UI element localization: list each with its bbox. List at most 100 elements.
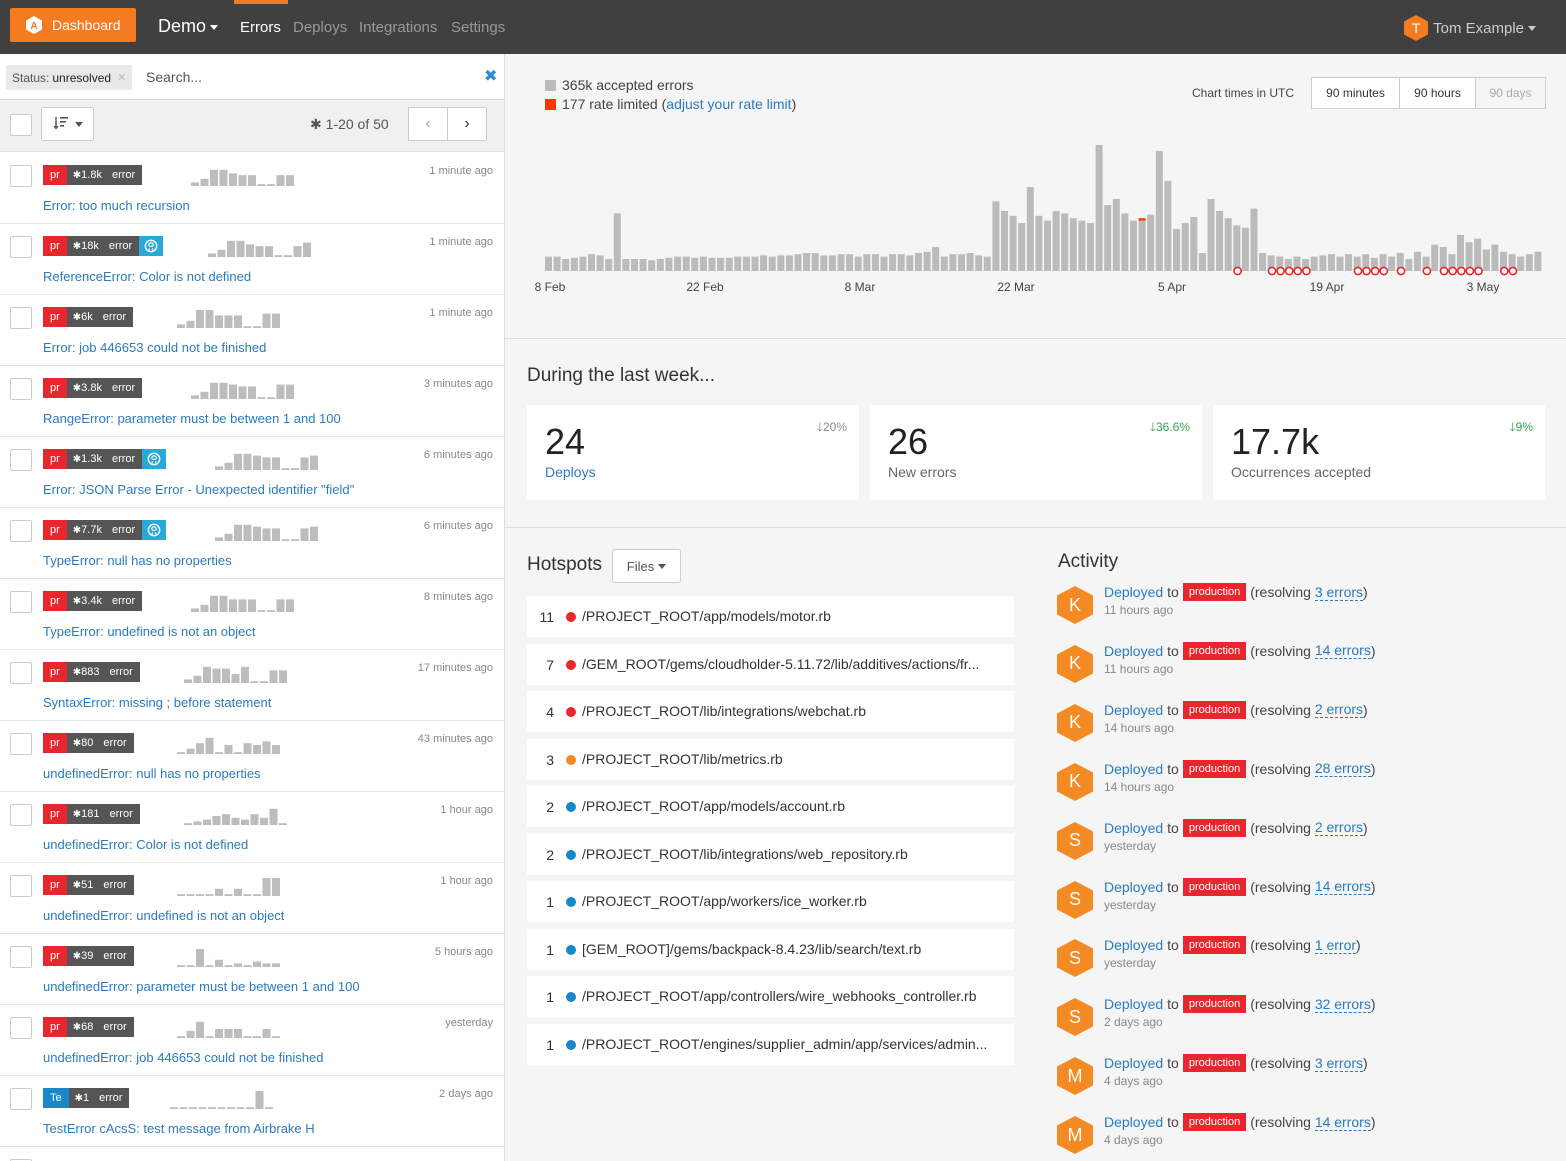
- error-row[interactable]: pr ✱ 51 error 1 hour ago undefinedError: und…: [0, 863, 504, 934]
- hotspot-row[interactable]: 7/GEM_ROOT/gems/cloudholder-5.11.72/lib/…: [527, 643, 1014, 685]
- row-checkbox[interactable]: [10, 662, 32, 684]
- resolved-errors-link[interactable]: 2 errors: [1314, 701, 1364, 719]
- error-row[interactable]: pr ✱ 3.8k error 3 minutes ago RangeError: pa…: [0, 366, 504, 437]
- error-message-link[interactable]: undefinedError: null has no properties: [43, 766, 261, 781]
- error-message-link[interactable]: Error: too much recursion: [43, 198, 190, 213]
- stat-card[interactable]: 24 Deploys 🡓20%: [527, 405, 859, 500]
- next-page-button[interactable]: ›: [447, 107, 487, 141]
- error-row[interactable]: pr ✱ 6k error 1 minute ago Error: job 446653…: [0, 295, 504, 366]
- deploy-link[interactable]: Deployed: [1104, 760, 1164, 777]
- select-all-checkbox[interactable]: [10, 114, 32, 136]
- range-90-days-button[interactable]: 90 days: [1475, 77, 1546, 109]
- hotspot-row[interactable]: 1 [GEM_ROOT]/gems/backpack-8.4.23/lib/sea…: [527, 928, 1014, 970]
- deploy-link[interactable]: Deployed: [1104, 701, 1164, 718]
- error-message-link[interactable]: SyntaxError: missing ; before statement: [43, 695, 271, 710]
- hotspot-row[interactable]: 1/PROJECT_ROOT/app/workers/ice_worker.rb: [527, 881, 1014, 922]
- resolved-errors-link[interactable]: 28 errors: [1314, 760, 1371, 778]
- error-message-link[interactable]: ReferenceError: Color is not defined: [43, 269, 251, 284]
- hotspot-row[interactable]: 1/PROJECT_ROOT/app/controllers/wire_webh…: [527, 976, 1014, 1017]
- chart-bar-accepted: [1500, 251, 1507, 271]
- resolved-errors-link[interactable]: 2 errors: [1314, 819, 1364, 837]
- error-row[interactable]: pr ✱ 1.3k error 6 minutes ago Error: JSON Pa…: [0, 437, 504, 508]
- row-checkbox[interactable]: [10, 946, 32, 968]
- error-row[interactable]: pr ✱ 3.4k error 8 minutes ago TypeError: und…: [0, 579, 504, 650]
- adjust-rate-limit-link[interactable]: adjust your rate limit: [666, 96, 792, 112]
- resolved-errors-link[interactable]: 14 errors: [1314, 878, 1371, 895]
- dashboard-button[interactable]: A Dashboard: [10, 8, 136, 42]
- error-message-link[interactable]: RangeError: parameter must be between 1 …: [43, 411, 341, 426]
- deploy-link[interactable]: Deployed: [1104, 642, 1164, 659]
- error-message-link[interactable]: TypeError: null has no properties: [43, 553, 232, 568]
- range-90-minutes-button[interactable]: 90 minutes: [1311, 77, 1400, 109]
- row-checkbox[interactable]: [10, 520, 32, 542]
- deploy-link[interactable]: Deployed: [1104, 878, 1164, 895]
- hotspots-files-dropdown[interactable]: Files: [612, 549, 681, 583]
- tab-settings[interactable]: Settings: [451, 19, 506, 36]
- search-input[interactable]: [146, 66, 476, 88]
- error-row[interactable]: pr ✱ 68 error yesterday undefinedError: job …: [0, 1005, 504, 1076]
- row-checkbox[interactable]: [10, 165, 32, 187]
- tab-integrations[interactable]: Integrations: [359, 19, 438, 36]
- error-row[interactable]: pr ✱ 7.7k error 6 minutes ago TypeError: nul…: [0, 508, 504, 579]
- error-message-link[interactable]: TypeError: undefined is not an object: [43, 624, 255, 639]
- remove-filter-icon[interactable]: ✕: [117, 72, 127, 84]
- resolved-errors-link[interactable]: 1 error: [1314, 936, 1357, 954]
- clear-search-icon[interactable]: ✖: [484, 68, 498, 85]
- user-menu[interactable]: T Tom Example: [1403, 14, 1536, 42]
- error-row[interactable]: pr ✱ 883 error 17 minutes ago SyntaxError: m…: [0, 650, 504, 721]
- hotspot-row[interactable]: 4/PROJECT_ROOT/lib/integrations/webchat.…: [527, 691, 1014, 732]
- error-row[interactable]: pr ✱ 39 error 5 hours ago undefinedError: pa…: [0, 934, 504, 1005]
- hotspot-row[interactable]: 2/PROJECT_ROOT/lib/integrations/web_repo…: [527, 833, 1014, 875]
- sort-button[interactable]: [41, 107, 94, 141]
- tab-errors[interactable]: Errors: [240, 19, 281, 36]
- error-message-link[interactable]: TestError cAcsS: test message from Airbr…: [43, 1121, 315, 1136]
- error-message-link[interactable]: undefinedError: parameter must be betwee…: [43, 979, 360, 994]
- row-checkbox[interactable]: [10, 236, 32, 258]
- deploy-link[interactable]: Deployed: [1104, 937, 1164, 954]
- error-row[interactable]: pr ✱ 18k error 1 minute ago ReferenceError: …: [0, 224, 504, 295]
- github-icon[interactable]: [142, 449, 167, 469]
- error-message-link[interactable]: Error: job 446653 could not be finished: [43, 340, 266, 355]
- row-checkbox[interactable]: [10, 1088, 32, 1110]
- error-message-link[interactable]: undefinedError: Color is not defined: [43, 837, 248, 852]
- resolved-errors-link[interactable]: 3 errors: [1314, 583, 1364, 601]
- deploy-link[interactable]: Deployed: [1104, 584, 1164, 600]
- github-icon[interactable]: [139, 236, 164, 256]
- tab-deploys[interactable]: Deploys: [293, 19, 348, 36]
- hotspot-row[interactable]: 2/PROJECT_ROOT/app/models/account.rb: [527, 786, 1014, 827]
- error-message-link[interactable]: undefinedError: job 446653 could not be …: [43, 1050, 323, 1065]
- error-row[interactable]: [0, 1147, 504, 1161]
- github-icon[interactable]: [142, 520, 167, 540]
- row-checkbox[interactable]: [10, 378, 32, 400]
- prev-page-button[interactable]: ‹: [408, 107, 448, 141]
- error-message-link[interactable]: Error: JSON Parse Error - Unexpected ide…: [43, 482, 354, 497]
- stat-label[interactable]: Deploys: [545, 464, 596, 480]
- row-checkbox[interactable]: [10, 733, 32, 755]
- deploy-link[interactable]: Deployed: [1104, 1055, 1164, 1072]
- resolved-errors-link[interactable]: 3 errors: [1314, 1054, 1364, 1072]
- hotspot-row[interactable]: 1/PROJECT_ROOT/engines/supplier_admin/ap…: [527, 1023, 1014, 1065]
- error-row[interactable]: Te ✱ 1 error 2 days ago TestError cAcsS: tes…: [0, 1076, 504, 1147]
- deploy-link[interactable]: Deployed: [1104, 819, 1164, 836]
- error-row[interactable]: pr ✱ 1.8k error 1 minute ago Error: too much…: [0, 153, 504, 224]
- range-90-hours-button[interactable]: 90 hours: [1399, 77, 1476, 109]
- resolved-errors-link[interactable]: 14 errors: [1314, 642, 1371, 660]
- row-checkbox[interactable]: [10, 804, 32, 826]
- error-row[interactable]: pr ✱ 80 error 43 minutes ago undefinedError:…: [0, 721, 504, 792]
- error-message-link[interactable]: undefinedError: undefined is not an obje…: [43, 908, 284, 923]
- deploy-link[interactable]: Deployed: [1104, 996, 1164, 1013]
- project-switcher[interactable]: Demo: [158, 16, 219, 37]
- row-checkbox[interactable]: [10, 1017, 32, 1039]
- row-checkbox[interactable]: [10, 875, 32, 897]
- row-checkbox[interactable]: [10, 307, 32, 329]
- deploy-link[interactable]: Deployed: [1104, 1114, 1164, 1131]
- status-filter-chip[interactable]: Status: unresolved ✕: [6, 65, 133, 90]
- row-checkbox[interactable]: [10, 449, 32, 471]
- row-checkbox[interactable]: [10, 591, 32, 613]
- error-row[interactable]: pr ✱ 181 error 1 hour ago undefinedError: Co…: [0, 792, 504, 863]
- resolved-errors-link[interactable]: 14 errors: [1314, 1113, 1371, 1131]
- hotspot-row[interactable]: 3/PROJECT_ROOT/lib/metrics.rb: [527, 738, 1014, 780]
- row-checkbox[interactable]: [10, 1159, 32, 1161]
- resolved-errors-link[interactable]: 32 errors: [1314, 995, 1371, 1013]
- hotspot-row[interactable]: 11/PROJECT_ROOT/app/models/motor.rb: [527, 596, 1014, 637]
